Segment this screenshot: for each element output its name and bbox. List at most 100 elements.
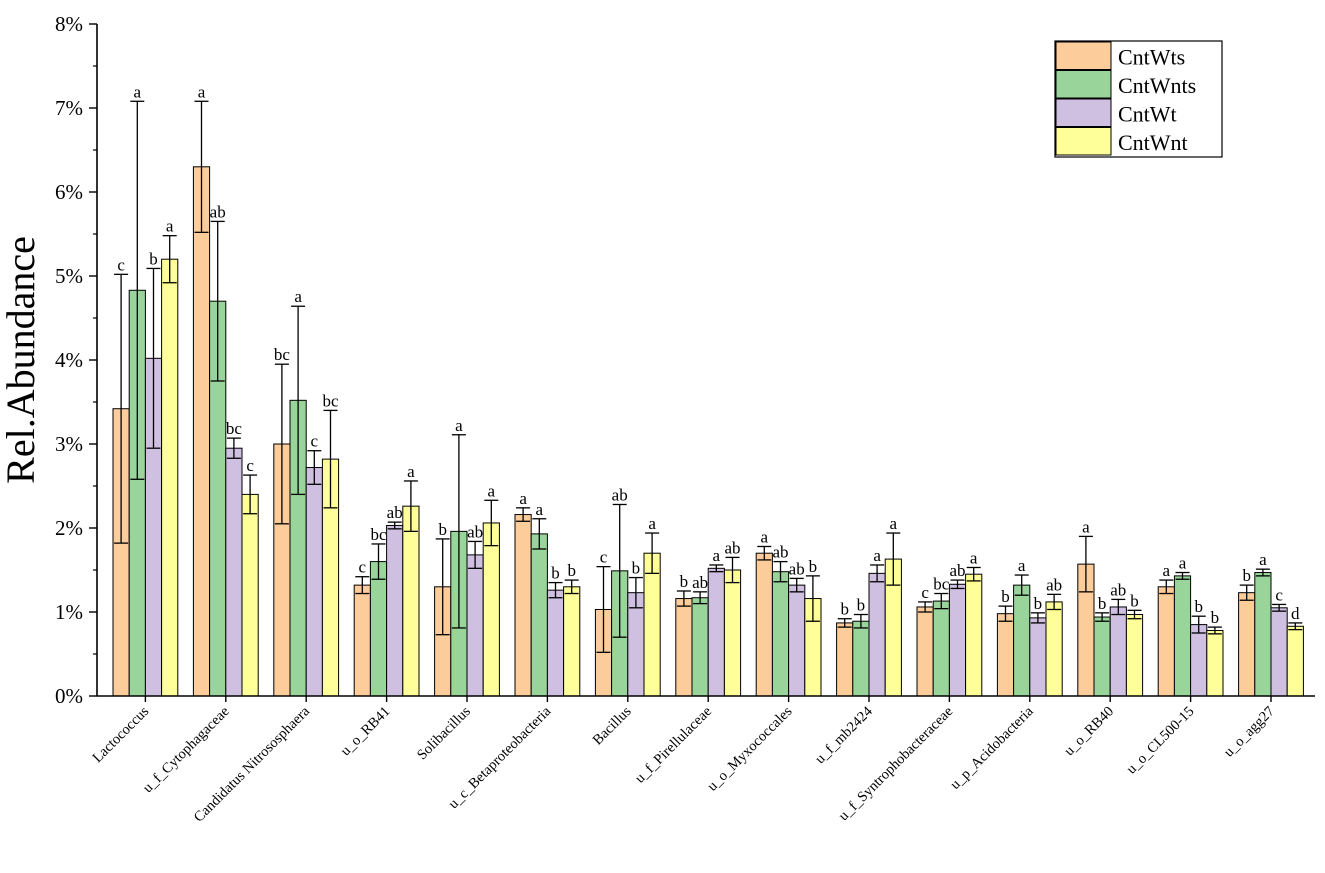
bar-CntWt-5 [546,589,565,697]
significance-letter: b [1098,594,1107,613]
y-tick-label: 8% [55,12,83,36]
bar-CntWts-5 [514,514,532,697]
significance-letter: a [1163,561,1171,580]
significance-letter: b [1001,587,1010,606]
significance-letter: ab [949,561,965,580]
significance-letter: bc [226,419,243,438]
bar-CntWt-1 [225,447,243,697]
significance-letter: bc [274,345,291,364]
bar-CntWnts-12 [1093,616,1111,697]
x-tick-label: u_p_Acidobacteria [947,703,1037,793]
bar-CntWnts-9 [852,620,870,697]
significance-letter: ab [1046,575,1062,594]
bar-CntWts-3 [353,584,371,697]
significance-letter: b [551,564,560,583]
bar-CntWt-14 [1270,607,1288,697]
significance-letter: c [1275,585,1283,604]
significance-letter: a [890,514,898,533]
bar-CntWnts-7 [691,597,709,697]
bar-CntWnts-10 [932,600,950,697]
bar-CntWts-11 [996,613,1015,697]
significance-letter: a [1082,517,1090,536]
significance-letter: ab [210,202,226,221]
bar-CntWnt-13 [1206,629,1224,697]
error-bars-group [114,100,1303,653]
significance-letter: b [1211,608,1220,627]
significance-letter: ab [789,559,805,578]
significance-letter: b [149,249,158,268]
significance-letter: a [519,489,527,508]
y-tick-label: 2% [55,516,83,540]
legend-swatch-CntWt [1055,98,1112,127]
significance-letter: ab [467,522,483,541]
x-tick-label: u_f_Cytophagaceae [140,704,233,797]
bar-CntWnts-11 [1013,584,1031,697]
legend-swatch-CntWts [1055,41,1112,70]
bar-CntWnts-14 [1254,572,1272,697]
significance-letter: a [134,82,142,101]
significance-letter: b [1034,594,1043,613]
x-tick-label: u_f_mb2424 [812,703,876,767]
bars-group [112,166,1304,697]
significance-letter: ab [724,538,740,557]
significance-letter: b [1130,591,1139,610]
bar-CntWt-4 [466,554,484,697]
bar-CntWts-9 [836,622,854,697]
significance-letter: a [761,527,769,546]
significance-letter: ab [1110,580,1126,599]
significance-letter: a [488,481,496,500]
legend-swatch-CntWnts [1055,70,1112,99]
x-tick-label: u_o_agg27 [1221,704,1278,761]
legend-label: CntWt [1118,101,1177,126]
bar-CntWnt-0 [161,258,179,697]
legend-label: CntWnts [1118,73,1196,98]
x-tick-label: u_o_RB41 [338,704,394,760]
bar-CntWt-12 [1109,606,1127,697]
y-tick-label: 1% [55,600,83,624]
bar-CntWnt-14 [1286,625,1304,697]
y-tick-label: 0% [55,684,83,708]
significance-letter: a [407,462,415,481]
significance-letter: c [921,583,929,602]
bar-CntWts-7 [675,598,693,697]
significance-letter: b [1194,597,1203,616]
x-tick-label: Bacillus [590,703,635,748]
significance-letter: b [809,557,818,576]
bar-CntWt-8 [788,584,806,697]
significance-letter: d [1291,604,1300,623]
significance-letter: a [1018,556,1026,575]
bar-CntWnt-6 [643,552,661,697]
bar-CntWt-9 [868,572,886,697]
bar-CntWt-2 [305,467,323,697]
legend: CntWts CntWnts CntWt CntWnt [1054,40,1223,158]
bar-CntWts-10 [916,606,934,697]
significance-letter: b [680,572,689,591]
x-tick-label: u_o_Myxococcales [704,703,795,794]
significance-letter: bc [933,575,950,594]
bar-CntWnt-1 [241,493,259,697]
significance-letter: c [600,548,608,567]
bar-CntWnts-5 [530,533,548,697]
significance-letter: a [455,416,463,435]
significance-letter: ab [387,503,403,522]
significance-letter: ab [612,485,628,504]
bar-CntWnt-3 [402,505,420,697]
bar-CntWt-13 [1190,624,1208,697]
significance-letter: a [648,514,656,533]
significance-letter: a [873,546,881,565]
y-tick-label: 5% [55,264,83,288]
legend-swatch-CntWnt [1055,127,1112,156]
significance-letter: c [246,456,254,475]
significance-letter: b [567,561,576,580]
significance-letter: a [536,500,544,519]
significance-letter: a [970,548,978,567]
x-tick-label: Solibacillus [414,703,474,763]
significance-letter: ab [692,573,708,592]
y-tick-label: 6% [55,180,83,204]
significance-letter: bc [322,391,339,410]
y-tick-label: 4% [55,348,83,372]
bar-CntWt-10 [948,583,967,697]
bar-CntWnts-3 [369,561,388,697]
legend-label: CntWnt [1118,130,1188,155]
significance-letter: b [1242,566,1251,585]
